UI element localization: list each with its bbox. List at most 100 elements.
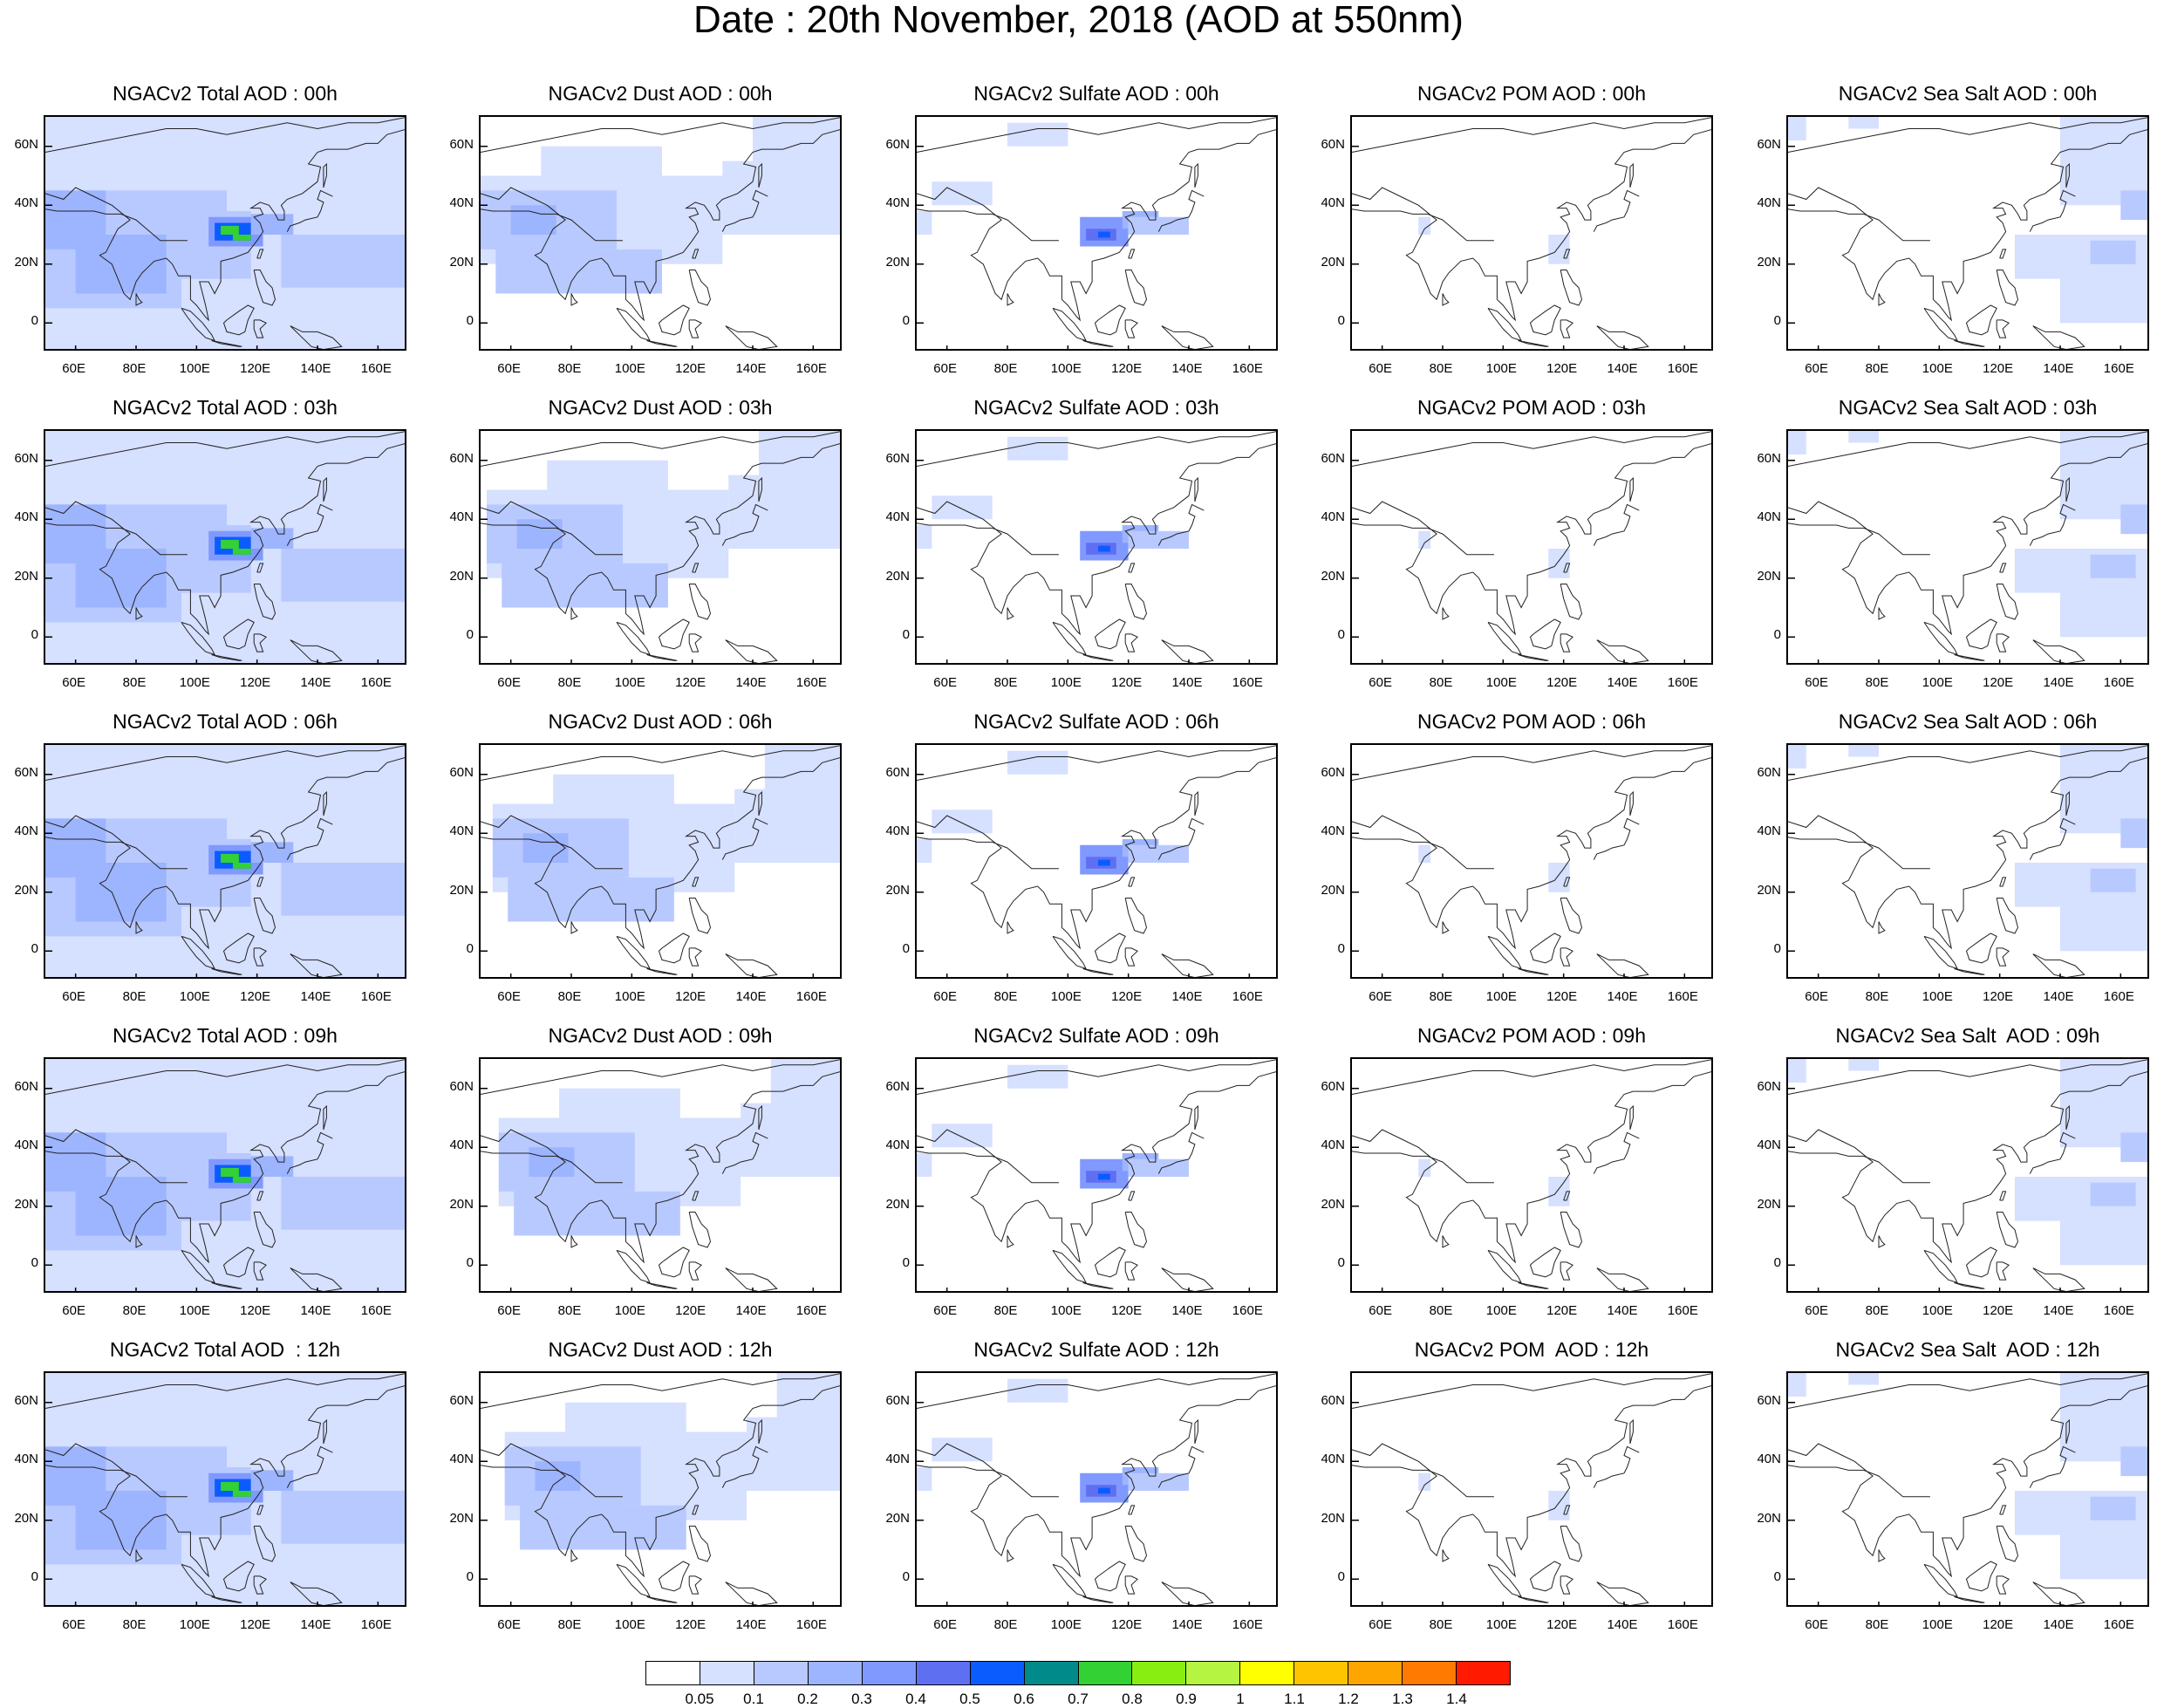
aod-field-cell <box>917 525 932 549</box>
lat-label: 20N <box>14 254 38 270</box>
lon-label: 160E <box>2103 1303 2134 1318</box>
aod-field-cell <box>281 549 405 602</box>
map-canvas <box>1352 745 1711 977</box>
coastline <box>646 340 678 347</box>
lat-label: 60N <box>1321 1078 1345 1094</box>
coastline <box>2032 325 2085 349</box>
aod-field-cell <box>2090 750 2147 789</box>
lat-label: 20N <box>1757 568 1781 584</box>
lon-label: 80E <box>993 675 1018 690</box>
coastline <box>1161 1582 1214 1605</box>
coastline <box>1518 654 1549 661</box>
coastline <box>616 1249 652 1284</box>
map-canvas <box>45 745 405 977</box>
coastline <box>290 1267 343 1291</box>
coastline <box>1124 633 1138 652</box>
lon-label: 160E <box>1232 1303 1263 1318</box>
lon-label: 140E <box>735 1303 767 1318</box>
lon-label: 100E <box>1922 675 1953 690</box>
lon-label: 60E <box>497 1303 521 1318</box>
coastline <box>1124 319 1138 338</box>
lon-label: 60E <box>933 1303 957 1318</box>
lon-label: 160E <box>1667 1303 1698 1318</box>
aod-field-cell <box>1098 859 1110 866</box>
aod-field-cell <box>2090 554 2136 578</box>
lat-label: 0 <box>1337 941 1345 957</box>
colorbar-swatch <box>1403 1662 1457 1684</box>
lat-label: 60N <box>14 136 38 152</box>
lon-label: 140E <box>300 989 331 1004</box>
lat-label: 40N <box>1321 1452 1345 1467</box>
coastline <box>286 817 333 860</box>
coastline <box>1094 304 1126 336</box>
coastline <box>1560 1212 1583 1248</box>
lon-label: 120E <box>1546 1303 1578 1318</box>
coastline <box>688 1575 702 1595</box>
lat-label: 0 <box>466 941 474 957</box>
lon-label: 160E <box>1667 675 1698 690</box>
colorbar-label: 0.2 <box>797 1691 818 1707</box>
map-canvas <box>481 431 840 663</box>
map-panel <box>479 115 842 351</box>
lon-label: 120E <box>675 361 706 376</box>
map-panel <box>1350 115 1713 351</box>
panel-title: NGACv2 Total AOD : 00h <box>113 82 338 105</box>
coastline <box>646 654 678 661</box>
panel-title: NGACv2 POM AOD : 06h <box>1416 710 1647 733</box>
coastline <box>758 1104 762 1131</box>
map-canvas <box>1788 431 2147 663</box>
lon-label: 80E <box>993 361 1018 376</box>
lon-label: 60E <box>933 989 957 1004</box>
lat-label: 40N <box>449 509 474 525</box>
coastline <box>1442 607 1450 620</box>
coastline <box>1518 1596 1549 1603</box>
aod-field-cell <box>2120 1132 2147 1163</box>
aod-field-cell <box>776 1373 840 1447</box>
coastline <box>253 270 276 306</box>
lon-label: 60E <box>933 361 957 376</box>
coastline <box>222 1247 255 1278</box>
lat-label: 60N <box>885 136 910 152</box>
coastline <box>253 1212 276 1248</box>
lat-label: 60N <box>14 450 38 466</box>
aod-field-cell <box>1548 863 1570 892</box>
coastline <box>2029 1131 2076 1174</box>
lat-label: 0 <box>902 941 910 957</box>
coastline <box>1593 1131 1640 1174</box>
coastline <box>1124 1526 1148 1562</box>
coastline <box>481 1373 840 1409</box>
coastline <box>1161 953 1214 977</box>
coastline <box>481 129 840 322</box>
lat-label: 60N <box>1321 450 1345 466</box>
coastline <box>481 1151 623 1184</box>
aod-field-cell <box>498 1235 840 1291</box>
lon-label: 160E <box>360 675 392 690</box>
lon-label: 140E <box>1171 1617 1203 1632</box>
lon-label: 160E <box>360 1617 392 1632</box>
lon-label: 100E <box>1050 1617 1082 1632</box>
coastline <box>45 757 405 950</box>
coastline <box>917 117 1276 153</box>
coastline <box>1082 1282 1114 1289</box>
lon-label: 100E <box>1485 675 1517 690</box>
coastline <box>1788 1465 1930 1498</box>
coastline <box>1352 117 1711 153</box>
panel-title: NGACv2 Sea Salt AOD : 03h <box>1838 396 2098 419</box>
aod-field-cell <box>917 1467 932 1491</box>
coastline <box>181 621 216 656</box>
lon-label: 140E <box>300 1617 331 1632</box>
coastline <box>917 1059 1276 1095</box>
coastline <box>758 476 762 502</box>
coastline <box>1593 503 1640 546</box>
aod-field-cell <box>45 1132 106 1192</box>
colorbar-label: 0.9 <box>1176 1691 1197 1707</box>
coastline <box>135 607 143 620</box>
aod-field-cell <box>481 293 840 349</box>
coastline <box>481 443 840 636</box>
lon-label: 140E <box>1171 675 1203 690</box>
colorbar-label: 1.2 <box>1338 1691 1359 1707</box>
lat-label: 20N <box>1757 882 1781 898</box>
coastline <box>646 968 678 975</box>
coastline <box>1878 1549 1886 1562</box>
map-panel <box>1350 743 1713 979</box>
